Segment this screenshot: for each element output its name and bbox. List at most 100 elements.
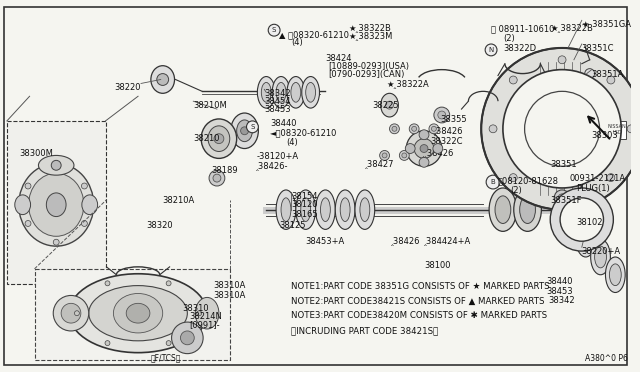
Circle shape (550, 188, 613, 251)
Circle shape (81, 183, 87, 189)
Ellipse shape (15, 195, 31, 215)
Text: ▲ Ⓝ08320-61210: ▲ Ⓝ08320-61210 (279, 30, 349, 39)
Text: [0991]-: [0991]- (189, 320, 220, 329)
Circle shape (550, 117, 574, 141)
Circle shape (607, 76, 615, 84)
Text: 38351C: 38351C (582, 44, 614, 53)
Text: 38355: 38355 (441, 115, 467, 124)
Text: 38100: 38100 (424, 261, 451, 270)
Circle shape (166, 281, 171, 286)
Ellipse shape (576, 221, 596, 257)
Ellipse shape (257, 77, 275, 108)
Text: 38453+A: 38453+A (306, 237, 345, 246)
Text: Ⓞ 08911-10610: Ⓞ 08911-10610 (491, 24, 554, 33)
Ellipse shape (301, 77, 319, 108)
Text: 38453: 38453 (264, 105, 291, 114)
Circle shape (558, 194, 566, 202)
Text: 38440: 38440 (547, 277, 573, 286)
Text: 38220+A: 38220+A (582, 247, 621, 256)
Text: 38300M: 38300M (20, 148, 54, 157)
Text: (4): (4) (291, 38, 303, 47)
Text: NISSAN
LSD: NISSAN LSD (608, 124, 627, 135)
Circle shape (525, 92, 600, 166)
Ellipse shape (82, 195, 98, 215)
Circle shape (399, 151, 409, 160)
Ellipse shape (595, 246, 607, 268)
Ellipse shape (281, 198, 291, 221)
Text: ‸38426: ‸38426 (434, 127, 463, 136)
Text: ★ 38351GA: ★ 38351GA (582, 20, 631, 29)
Text: 38440: 38440 (270, 119, 297, 128)
Ellipse shape (19, 163, 93, 246)
Ellipse shape (609, 264, 621, 286)
Text: Ⓓ08120-81628: Ⓓ08120-81628 (498, 176, 559, 185)
Circle shape (412, 126, 417, 131)
Text: N: N (488, 47, 493, 53)
Text: ‸38427: ‸38427 (365, 160, 394, 169)
Circle shape (561, 173, 571, 183)
Circle shape (429, 124, 439, 134)
Text: 38310A: 38310A (213, 291, 245, 299)
Ellipse shape (172, 322, 203, 354)
Circle shape (402, 153, 407, 158)
Circle shape (53, 239, 59, 245)
Ellipse shape (61, 303, 81, 323)
Circle shape (508, 74, 616, 183)
Text: 38220: 38220 (115, 83, 141, 93)
Ellipse shape (580, 228, 591, 250)
Circle shape (409, 124, 419, 134)
Ellipse shape (231, 113, 259, 148)
Ellipse shape (335, 190, 355, 230)
Ellipse shape (69, 274, 207, 353)
Circle shape (390, 124, 399, 134)
Ellipse shape (381, 93, 398, 117)
Text: 38310: 38310 (182, 304, 209, 313)
Text: ◄Ⓝ08320-61210: ◄Ⓝ08320-61210 (270, 129, 337, 138)
Circle shape (81, 221, 87, 227)
Text: NOTE3:PART CODE38420M CONSISTS OF ✱ MARKED PARTS: NOTE3:PART CODE38420M CONSISTS OF ✱ MARK… (291, 311, 547, 320)
Ellipse shape (287, 77, 305, 108)
Circle shape (74, 311, 79, 316)
Bar (7, 121, 106, 283)
Text: 38125: 38125 (279, 221, 305, 230)
Ellipse shape (272, 77, 290, 108)
Ellipse shape (306, 83, 316, 102)
Text: 38303: 38303 (591, 131, 618, 140)
Ellipse shape (237, 120, 252, 142)
Ellipse shape (301, 198, 310, 221)
Text: 38210M: 38210M (193, 101, 227, 110)
Ellipse shape (355, 190, 374, 230)
Ellipse shape (360, 198, 370, 221)
Ellipse shape (151, 66, 175, 93)
Circle shape (558, 56, 566, 64)
Ellipse shape (38, 155, 74, 175)
Text: ‸384424+A: ‸384424+A (424, 237, 471, 246)
Circle shape (489, 125, 497, 133)
Ellipse shape (113, 294, 163, 333)
Text: ‸38426: ‸38426 (390, 237, 420, 246)
Circle shape (209, 170, 225, 186)
Bar (35, 269, 230, 360)
Text: 38102: 38102 (576, 218, 602, 227)
Text: ‸‸38426: ‸‸38426 (422, 148, 454, 157)
Text: 38322D: 38322D (503, 44, 536, 53)
Ellipse shape (316, 190, 335, 230)
Text: 38351: 38351 (550, 160, 577, 169)
Circle shape (574, 212, 586, 224)
Circle shape (607, 174, 615, 182)
Text: (2): (2) (503, 34, 515, 43)
Text: （INCRUDING PART CODE 38421S）: （INCRUDING PART CODE 38421S） (291, 326, 438, 335)
Text: 38214N: 38214N (189, 312, 222, 321)
Circle shape (25, 221, 31, 227)
Text: (2): (2) (510, 186, 522, 195)
Circle shape (509, 76, 517, 84)
Ellipse shape (46, 193, 66, 217)
Text: 38342: 38342 (264, 89, 291, 98)
Circle shape (486, 175, 500, 189)
Ellipse shape (126, 303, 150, 323)
Text: B: B (491, 179, 495, 185)
Circle shape (380, 151, 390, 160)
Text: NOTE1:PART CODE 38351G CONSISTS OF ★ MARKED PARTS: NOTE1:PART CODE 38351G CONSISTS OF ★ MAR… (291, 282, 550, 291)
Text: 38189: 38189 (211, 166, 237, 175)
Circle shape (547, 163, 557, 173)
